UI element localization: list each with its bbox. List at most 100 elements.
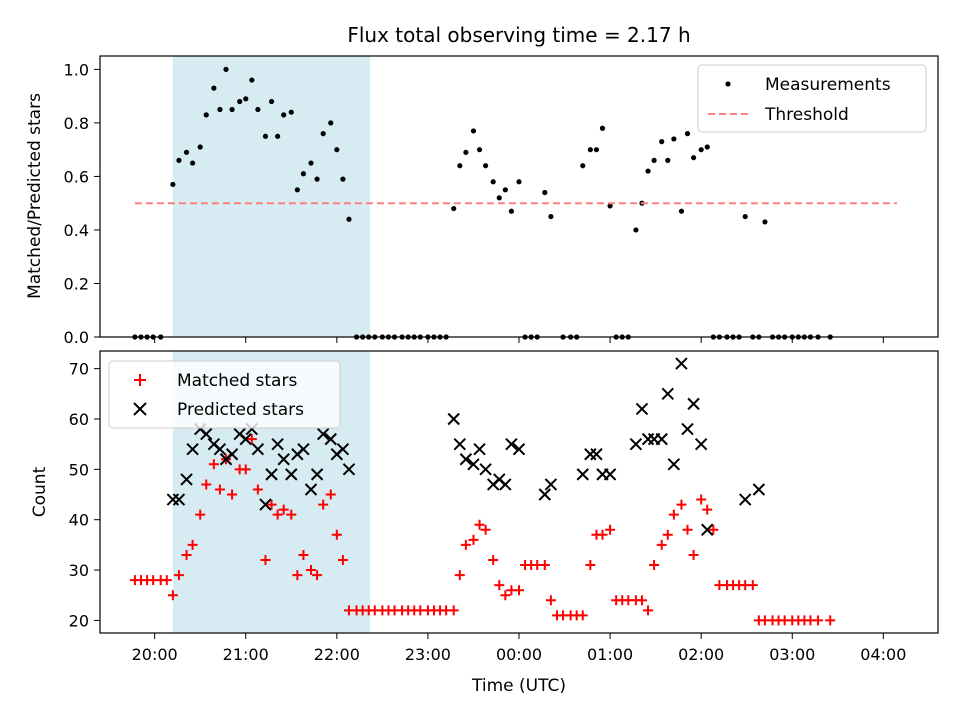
x-axis-label: Time (UTC) xyxy=(471,676,566,696)
x-tick-label: 04:00 xyxy=(860,645,906,664)
measurements-point xyxy=(170,181,176,188)
measurements-point xyxy=(659,139,665,145)
predicted-stars-point xyxy=(453,437,467,451)
measurements-point xyxy=(496,195,502,201)
predicted-stars-point xyxy=(225,448,239,461)
legend-measurements-marker xyxy=(725,81,731,87)
matched-stars-point xyxy=(214,484,225,495)
legend-matched-marker xyxy=(134,374,146,386)
matched-stars-point xyxy=(813,615,824,626)
matched-stars-point xyxy=(514,585,524,596)
top-legend: Measurements Threshold xyxy=(697,64,927,133)
measurements-point xyxy=(742,213,748,220)
matched-stars-point xyxy=(468,534,479,545)
measurements-point xyxy=(651,157,657,163)
matched-stars-point xyxy=(292,570,303,581)
matched-stars-point xyxy=(643,605,654,616)
matched-stars-point xyxy=(325,489,336,500)
bottom-panel-ticks: 20:00 21:00 22:00 23:00 00:00 01:00 02:00 03:00… xyxy=(69,360,907,664)
matched-stars-point xyxy=(173,570,184,581)
predicted-stars-point xyxy=(738,493,752,506)
predicted-stars-point xyxy=(512,442,526,456)
matched-stars-point xyxy=(747,580,758,591)
top-y-axis-label: Matched/Predicted stars xyxy=(25,93,45,299)
x-tick-label: 22:00 xyxy=(314,645,360,664)
bottom-y-tick-label: 20 xyxy=(69,611,89,630)
predicted-stars-point xyxy=(667,458,681,471)
matched-stars-point xyxy=(252,484,263,495)
measurements-point xyxy=(275,133,281,139)
measurements-point xyxy=(288,109,294,115)
measurements-point xyxy=(211,85,217,91)
matched-stars-point xyxy=(825,615,836,626)
matched-stars-point xyxy=(318,499,329,510)
measurements-point xyxy=(217,106,223,113)
x-tick-label: 00:00 xyxy=(496,645,542,664)
bottom-y-axis-label: Count xyxy=(30,466,50,517)
predicted-stars-point xyxy=(259,498,272,511)
matched-stars-point xyxy=(494,580,505,591)
matched-stars-point xyxy=(278,504,289,515)
measurements-point xyxy=(645,168,651,174)
measurements-point xyxy=(698,147,704,153)
measurements-point xyxy=(294,187,300,193)
bottom-panel-frame xyxy=(99,350,939,634)
measurements-point xyxy=(249,77,255,83)
top-panel-ticks: 0.0 0.2 0.4 0.6 0.8 1.0 xyxy=(64,60,884,347)
predicted-stars-point xyxy=(213,442,227,456)
measurements-point xyxy=(346,216,352,222)
matched-stars-point xyxy=(337,554,348,565)
measurements-point xyxy=(255,106,261,113)
predicted-stars-point xyxy=(681,422,694,436)
predicted-stars-point xyxy=(479,463,492,476)
matched-stars-point xyxy=(181,549,192,560)
measurements-point xyxy=(671,136,677,142)
measurements-point xyxy=(607,203,613,209)
predicted-stars-point xyxy=(172,493,186,506)
measurements-point xyxy=(542,189,548,196)
x-tick-label: 20:00 xyxy=(132,645,178,664)
predicted-stars-point xyxy=(661,387,674,401)
matched-stars-point xyxy=(545,595,556,606)
predicted-stars-point xyxy=(186,442,199,456)
matched-stars-point xyxy=(488,554,499,565)
predicted-stars-point xyxy=(277,453,290,466)
measurements-point xyxy=(229,106,235,113)
measurements-point xyxy=(490,179,496,185)
matched-stars-point xyxy=(656,539,667,550)
predicted-stars-point xyxy=(271,437,284,451)
measurements-point xyxy=(203,112,209,118)
top-panel-frame xyxy=(99,55,939,338)
measurements-point xyxy=(665,157,671,163)
predicted-stars-point xyxy=(447,412,460,426)
predicted-stars-point xyxy=(694,437,708,451)
predicted-stars-point xyxy=(310,468,324,481)
measurements-point xyxy=(197,144,203,150)
matched-stars-point xyxy=(500,590,511,601)
measurements-point xyxy=(190,160,196,166)
matched-stars-point xyxy=(454,570,465,581)
top-panel: 0.0 0.2 0.4 0.6 0.8 1.0 Matched/Predicted sta… xyxy=(25,55,939,347)
predicted-stars-point xyxy=(251,442,265,456)
bottom-y-tick-label: 40 xyxy=(69,511,89,530)
matched-stars-point xyxy=(260,554,271,565)
matched-stars-point xyxy=(331,529,342,540)
matched-stars-point xyxy=(668,509,679,520)
measurements-point xyxy=(599,125,606,131)
measurements-point xyxy=(704,144,710,150)
matched-stars-point xyxy=(682,524,693,535)
bottom-y-tick-label: 60 xyxy=(69,410,89,429)
legend-threshold-label: Threshold xyxy=(764,105,849,125)
bottom-panel-marks xyxy=(129,357,836,626)
x-tick-label: 03:00 xyxy=(769,645,815,664)
predicted-stars-point xyxy=(239,432,252,446)
predicted-stars-point xyxy=(544,478,558,491)
predicted-stars-point xyxy=(459,453,473,466)
matched-stars-point xyxy=(696,494,707,505)
top-y-tick-label: 0.6 xyxy=(64,167,89,186)
predicted-stars-point xyxy=(265,468,278,481)
matched-stars-point xyxy=(605,524,616,535)
matched-stars-point xyxy=(187,539,198,550)
